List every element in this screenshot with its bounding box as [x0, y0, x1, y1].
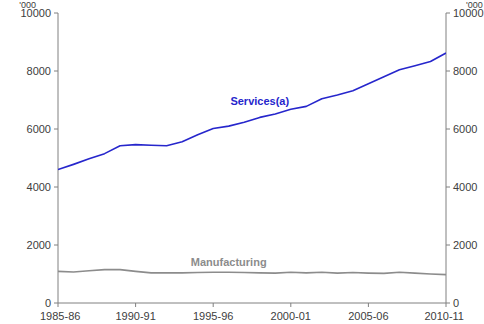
y-tick-label: 4000: [27, 181, 51, 193]
y2-axis-label: '000: [466, 0, 483, 10]
y-tick-label: 8000: [27, 65, 51, 77]
x-tick: [58, 303, 59, 307]
y2-tick: [446, 71, 450, 72]
y-tick: [54, 245, 58, 246]
y2-tick: [446, 303, 450, 304]
x-tick-label: 2010-11: [424, 310, 464, 322]
y2-tick-label: 4000: [453, 181, 477, 193]
plot-area: [58, 53, 446, 275]
y-tick-label: 0: [45, 297, 51, 309]
x-tick: [290, 303, 291, 307]
x-tick-label: 2005-06: [348, 310, 388, 322]
y-tick: [54, 129, 58, 130]
y-tick: [54, 187, 58, 188]
y2-tick: [446, 245, 450, 246]
y2-axis-line: [446, 13, 447, 303]
y-axis-label: '000: [19, 0, 36, 10]
y-tick-label: 6000: [27, 123, 51, 135]
y2-tick: [446, 187, 450, 188]
x-tick: [368, 303, 369, 307]
y2-tick-label: 6000: [453, 123, 477, 135]
series-label: Services(a): [230, 95, 289, 107]
y-tick: [54, 303, 58, 304]
x-tick-label: 2000-01: [271, 310, 311, 322]
y2-tick: [446, 129, 450, 130]
x-tick: [446, 303, 447, 307]
series-line: [58, 53, 446, 170]
x-axis-line: [58, 303, 446, 304]
series-line: [58, 270, 446, 275]
y2-tick: [446, 13, 450, 14]
y-tick: [54, 71, 58, 72]
y2-tick-label: 8000: [453, 65, 477, 77]
y2-tick-label: 2000: [453, 239, 477, 251]
y-axis-line: [58, 13, 59, 303]
y2-tick-label: 0: [453, 297, 459, 309]
y-tick: [54, 13, 58, 14]
y-tick-label: 2000: [27, 239, 51, 251]
x-tick: [213, 303, 214, 307]
x-tick: [135, 303, 136, 307]
x-tick-label: 1985-86: [40, 310, 80, 322]
x-tick-label: 1995-96: [193, 310, 233, 322]
x-tick-label: 1990-91: [115, 310, 155, 322]
series-label: Manufacturing: [191, 256, 267, 268]
chart: 0200040006000800010000020004000600080001…: [0, 0, 484, 324]
